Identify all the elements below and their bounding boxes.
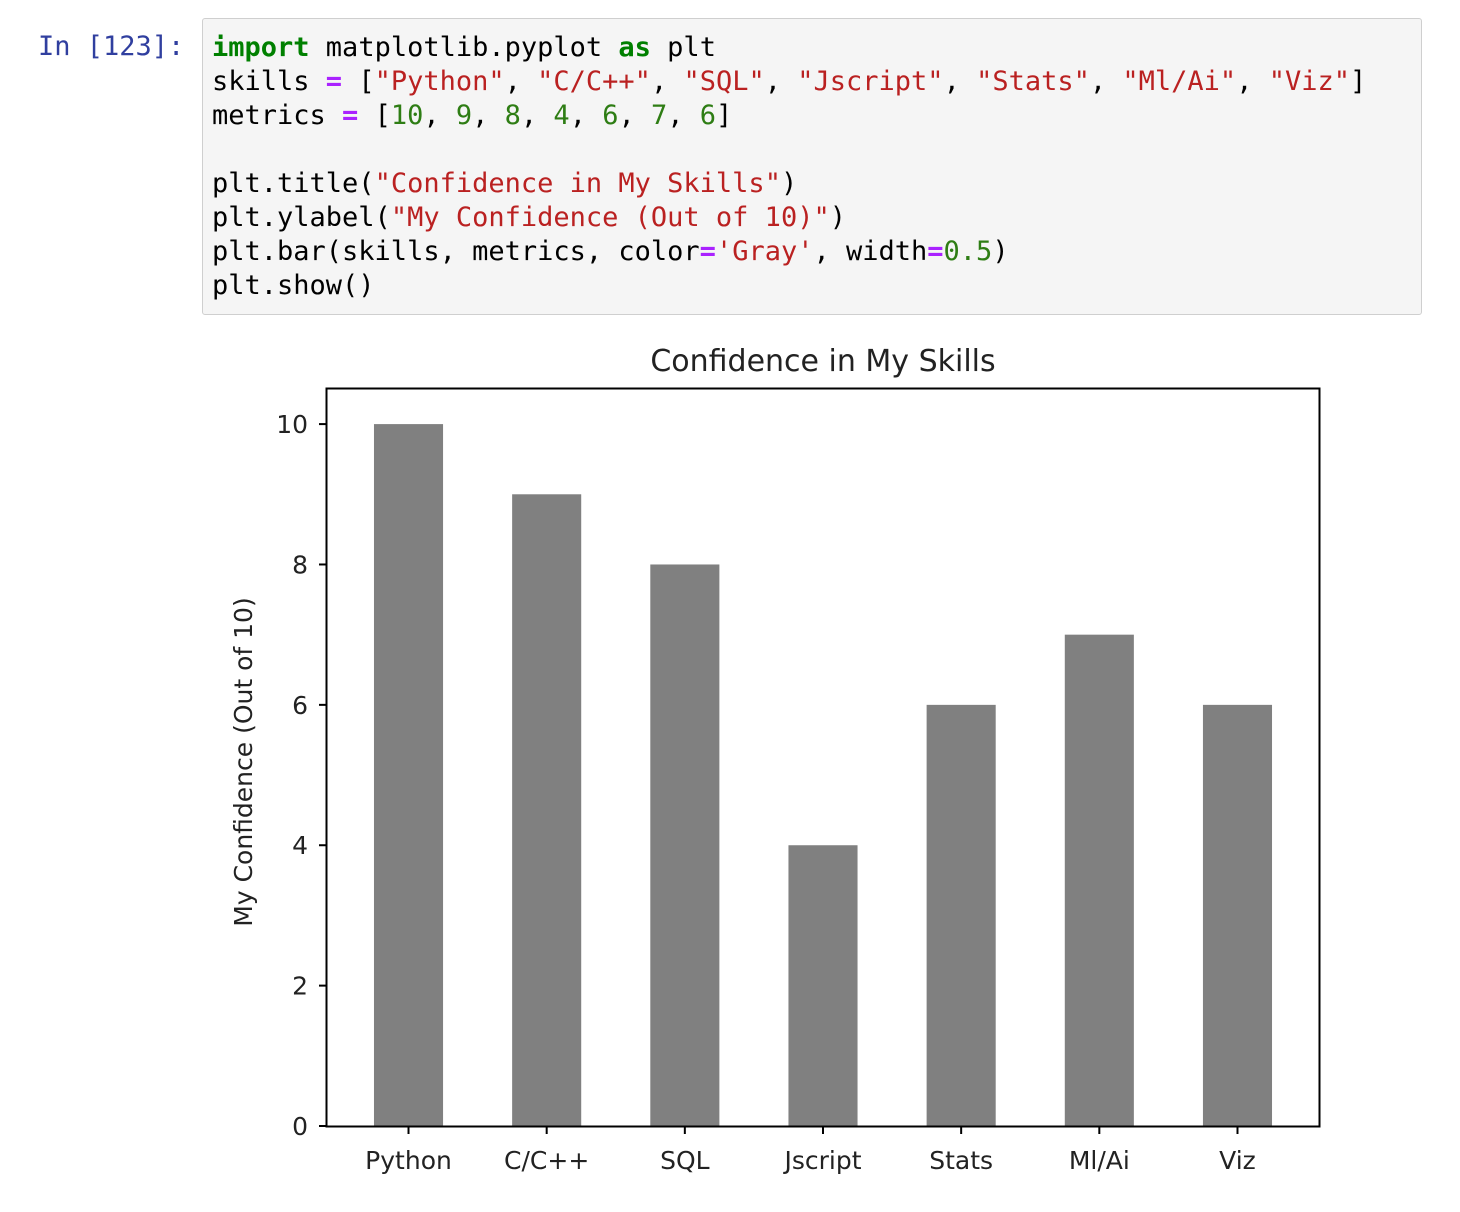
bars-group bbox=[373, 424, 1273, 1127]
code-token: plt.show() bbox=[212, 270, 375, 301]
bar-chart: Confidence in My Skills My Confidence (O… bbox=[229, 344, 1321, 1175]
code-token: "Ml/Ai" bbox=[1122, 66, 1237, 97]
code-token: import bbox=[212, 32, 310, 63]
bar-c-c- bbox=[512, 494, 582, 1126]
x-tick-label: Stats bbox=[929, 1146, 993, 1175]
code-token: = bbox=[699, 236, 716, 267]
code-token: = bbox=[325, 66, 343, 97]
code-token: ) bbox=[780, 168, 798, 199]
code-line: metrics = [10, 9, 8, 4, 6, 7, 6] bbox=[212, 99, 1366, 133]
x-ticks-group: Python C/C++ SQL Jscript Stats Ml/Ai Viz bbox=[365, 1126, 1256, 1175]
x-tick-label: Python bbox=[365, 1146, 452, 1175]
code-token: "Python" bbox=[374, 66, 505, 97]
code-token: 10 bbox=[390, 100, 424, 131]
code-token: , bbox=[520, 100, 554, 131]
x-tick-label: Jscript bbox=[782, 1146, 861, 1175]
bar-jscript bbox=[788, 845, 858, 1126]
code-token: [ bbox=[342, 66, 375, 97]
code-cell-input[interactable]: import matplotlib.pyplot as plt skills = … bbox=[202, 18, 1422, 315]
code-token: skills bbox=[212, 66, 326, 97]
code-token: "Viz" bbox=[1268, 66, 1350, 97]
code-token: 7 bbox=[650, 100, 668, 131]
y-tick-label: 6 bbox=[292, 691, 308, 720]
code-token: = bbox=[927, 236, 944, 267]
code-token: , bbox=[943, 66, 977, 97]
code-token: ] bbox=[1349, 66, 1367, 97]
code-token: , bbox=[650, 66, 684, 97]
bar-viz bbox=[1202, 704, 1273, 1126]
bar-stats bbox=[926, 704, 996, 1126]
code-token: 6 bbox=[602, 100, 619, 131]
cell-prompt: In [123]: bbox=[38, 31, 185, 62]
code-token: plt.ylabel( bbox=[212, 202, 391, 233]
bar-ml-ai bbox=[1064, 634, 1134, 1126]
code-line: plt.show() bbox=[212, 269, 1366, 303]
bar-sql bbox=[650, 564, 720, 1126]
code-token: ) bbox=[992, 236, 1009, 267]
code-token: , width bbox=[813, 236, 928, 267]
code-token: "Confidence in My Skills" bbox=[374, 168, 781, 199]
x-tick-label: SQL bbox=[660, 1146, 710, 1175]
code-token: ] bbox=[716, 100, 733, 131]
code-token: as bbox=[618, 32, 651, 63]
y-ticks-group: 0 2 4 6 8 10 bbox=[276, 410, 327, 1141]
code-token: , bbox=[1089, 66, 1123, 97]
code-token: "Stats" bbox=[976, 66, 1090, 97]
code-token: , bbox=[618, 100, 651, 131]
code-token: "My Confidence (Out of 10)" bbox=[390, 202, 830, 233]
code-line bbox=[212, 133, 1366, 167]
y-tick-label: 2 bbox=[292, 972, 308, 1001]
y-tick-label: 10 bbox=[276, 410, 308, 439]
code-token: , bbox=[472, 100, 505, 131]
x-tick-label: Viz bbox=[1219, 1146, 1256, 1175]
code-token: , bbox=[569, 100, 603, 131]
code-token: ) bbox=[829, 202, 846, 233]
y-axis-label: My Confidence (Out of 10) bbox=[229, 597, 258, 926]
code-token: plt.bar(skills, metrics, color bbox=[212, 236, 700, 267]
cell-output: Confidence in My Skills My Confidence (O… bbox=[202, 330, 1422, 1200]
code-token: 8 bbox=[504, 100, 521, 131]
code-token: "SQL" bbox=[683, 66, 765, 97]
x-tick-label: Ml/Ai bbox=[1069, 1146, 1130, 1175]
y-tick-label: 4 bbox=[292, 831, 308, 860]
code-token: plt.title( bbox=[212, 168, 375, 199]
code-token: "Jscript" bbox=[797, 66, 944, 97]
code-token: plt bbox=[650, 32, 716, 63]
code-token: 9 bbox=[455, 100, 473, 131]
code-token: "C/C++" bbox=[537, 66, 651, 97]
y-tick-label: 0 bbox=[292, 1112, 308, 1141]
plot-frame bbox=[325, 387, 1321, 1128]
code-token: 4 bbox=[553, 100, 570, 131]
x-tick-label: C/C++ bbox=[504, 1146, 589, 1175]
code-token: 0.5 bbox=[943, 236, 993, 267]
code-token: 'Gray' bbox=[715, 236, 814, 267]
code-token: [ bbox=[358, 100, 391, 131]
code-token: 6 bbox=[699, 100, 717, 131]
chart-title: Confidence in My Skills bbox=[650, 344, 995, 379]
code-line: plt.bar(skills, metrics, color='Gray', w… bbox=[212, 235, 1366, 269]
code-token: = bbox=[342, 100, 359, 131]
code-token: , bbox=[504, 66, 538, 97]
code-line: skills = ["Python", "C/C++", "SQL", "Jsc… bbox=[212, 65, 1366, 99]
bar-python bbox=[373, 424, 444, 1127]
code-token: , bbox=[423, 100, 456, 131]
code-line: import matplotlib.pyplot as plt bbox=[212, 31, 1366, 65]
code-editor[interactable]: import matplotlib.pyplot as plt skills = … bbox=[212, 31, 1366, 303]
code-token: , bbox=[1236, 66, 1269, 97]
code-line: plt.title("Confidence in My Skills") bbox=[212, 167, 1366, 201]
y-tick-label: 8 bbox=[292, 550, 308, 579]
code-token: matplotlib.pyplot bbox=[309, 32, 619, 63]
code-token: , bbox=[764, 66, 798, 97]
code-line: plt.ylabel("My Confidence (Out of 10)") bbox=[212, 201, 1366, 235]
code-token: , bbox=[667, 100, 700, 131]
code-token: metrics bbox=[212, 100, 343, 131]
